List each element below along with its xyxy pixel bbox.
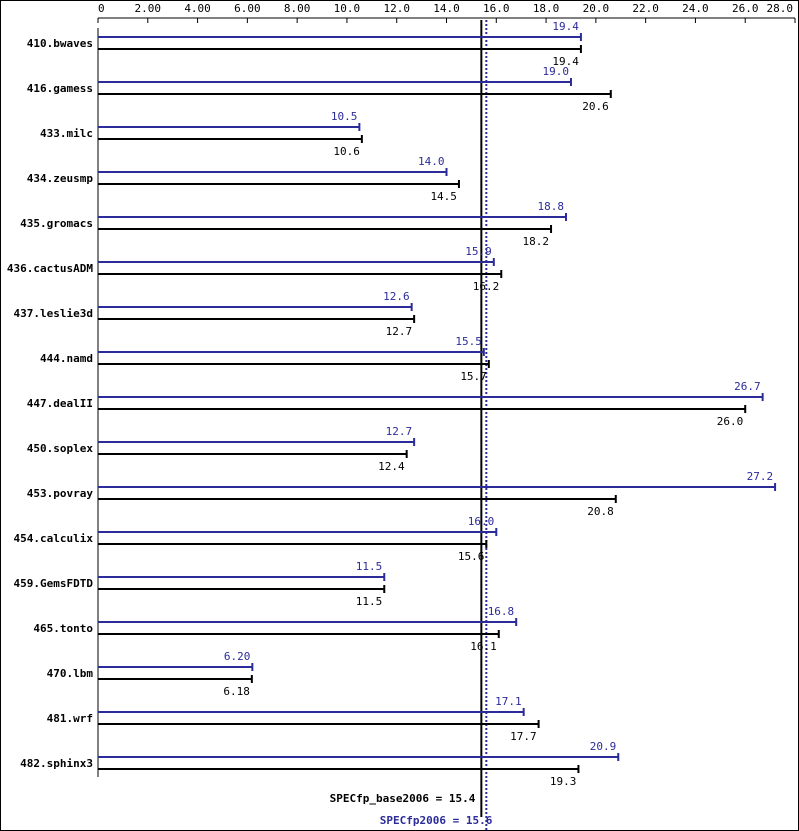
value-label: 26.7 [734,380,761,393]
value-label: 12.7 [386,325,413,338]
x-tick-label: 18.0 [533,2,560,15]
value-label: 27.2 [747,470,774,483]
category-label: 433.milc [40,127,93,140]
value-label: 15.9 [465,245,492,258]
x-tick-label: 16.0 [483,2,510,15]
x-tick-label: 28.0 [767,2,794,15]
category-label: 436.cactusADM [7,262,93,275]
category-label: 459.GemsFDTD [14,577,94,590]
value-label: 16.8 [488,605,515,618]
category-label: 454.calculix [14,532,94,545]
value-label: 10.6 [333,145,360,158]
value-label: 11.5 [356,595,383,608]
value-label: 14.5 [430,190,457,203]
value-label: 12.4 [378,460,405,473]
category-label: 470.lbm [47,667,94,680]
value-label: 10.5 [331,110,358,123]
value-label: 19.4 [552,55,579,68]
category-label: 444.namd [40,352,93,365]
category-label: 437.leslie3d [14,307,93,320]
value-label: 17.7 [510,730,537,743]
category-label: 434.zeusmp [27,172,94,185]
value-label: 19.3 [550,775,577,788]
value-label: 16.2 [473,280,500,293]
x-tick-label: 22.0 [632,2,659,15]
category-label: 447.dealII [27,397,93,410]
value-label: 15.7 [460,370,487,383]
value-label: 19.4 [552,20,579,33]
x-tick-label: 8.00 [284,2,311,15]
value-label: 16.1 [470,640,497,653]
value-label: 18.2 [523,235,550,248]
x-tick-label: 2.00 [135,2,162,15]
category-label: 410.bwaves [27,37,93,50]
value-label: 6.20 [224,650,251,663]
category-label: 416.gamess [27,82,93,95]
category-label: 482.sphinx3 [20,757,93,770]
x-tick-label: 20.0 [583,2,610,15]
x-tick-label: 14.0 [433,2,460,15]
x-tick-label: 4.00 [184,2,211,15]
value-label: 19.0 [542,65,569,78]
value-label: 26.0 [717,415,744,428]
value-label: 11.5 [356,560,383,573]
value-label: 20.9 [590,740,617,753]
value-label: 12.6 [383,290,410,303]
category-label: 450.soplex [27,442,94,455]
value-label: 15.5 [455,335,482,348]
value-label: 6.18 [223,685,250,698]
category-label: 465.tonto [33,622,93,635]
reference-label: SPECfp2006 = 15.6 [380,814,493,827]
x-tick-label: 6.00 [234,2,261,15]
value-label: 12.7 [386,425,413,438]
x-tick-label: 10.0 [334,2,361,15]
value-label: 17.1 [495,695,522,708]
value-label: 18.8 [537,200,564,213]
category-label: 435.gromacs [20,217,93,230]
x-tick-label: 26.0 [732,2,759,15]
value-label: 14.0 [418,155,445,168]
x-tick-label: 24.0 [682,2,709,15]
reference-label: SPECfp_base2006 = 15.4 [330,792,476,805]
x-tick-label: 12.0 [383,2,410,15]
x-tick-label: 0 [98,2,105,15]
category-label: 453.povray [27,487,94,500]
value-label: 20.6 [582,100,609,113]
value-label: 15.6 [458,550,485,563]
value-label: 16.0 [468,515,495,528]
value-label: 20.8 [587,505,614,518]
category-label: 481.wrf [47,712,93,725]
